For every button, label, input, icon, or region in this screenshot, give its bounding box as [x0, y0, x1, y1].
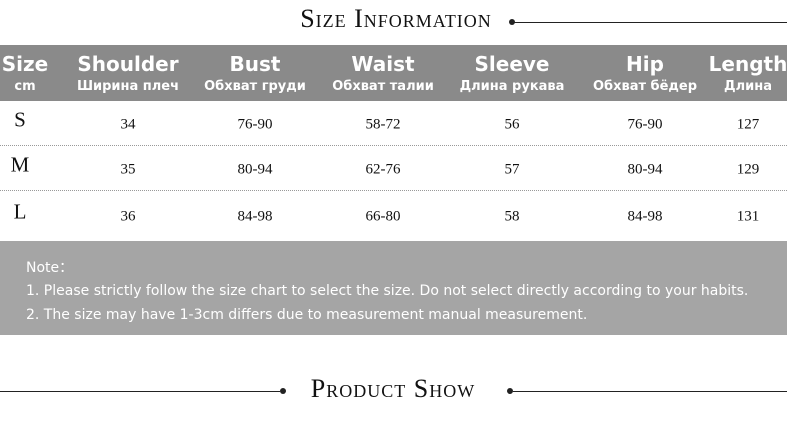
divider-dot	[280, 388, 286, 394]
size-cell: L	[13, 199, 27, 224]
table-cell: 62-76	[365, 161, 401, 178]
table-cell: 84-98	[237, 208, 273, 225]
divider-dot	[507, 388, 513, 394]
table-cell: 58-72	[365, 116, 401, 133]
column-header: Shoulder	[77, 52, 179, 76]
section-title: Size Information	[300, 4, 492, 33]
table-cell: 36	[120, 208, 136, 225]
note-item: 2. The size may have 1-3cm differs due t…	[26, 307, 588, 323]
table-cell: 56	[504, 116, 520, 133]
table-cell: 76-90	[627, 116, 663, 133]
table-cell: 76-90	[237, 116, 273, 133]
column-header: Sleeve	[474, 52, 550, 76]
size-cell: M	[10, 152, 30, 177]
note-label: Note：	[26, 260, 74, 276]
header-band	[0, 45, 787, 101]
notes-box	[0, 241, 787, 335]
column-subheader: Ширина плеч	[76, 79, 180, 94]
column-subheader: Длина рукава	[459, 79, 565, 94]
divider-line	[0, 391, 280, 392]
column-header: Hip	[626, 52, 664, 76]
table-cell: 129	[736, 161, 760, 178]
table-cell: 80-94	[627, 161, 663, 178]
table-cell: 57	[504, 161, 520, 178]
row-separator	[0, 190, 787, 191]
column-header: Length	[708, 52, 787, 76]
note-item: 1. Please strictly follow the size chart…	[26, 283, 749, 299]
column-header: Size	[1, 52, 49, 76]
row-separator	[0, 145, 787, 146]
divider-line	[512, 22, 787, 23]
table-cell: 35	[120, 161, 136, 178]
table-cell: 66-80	[365, 208, 401, 225]
table-cell: 80-94	[237, 161, 273, 178]
column-subheader: Обхват груди	[204, 79, 306, 94]
column-subheader: Обхват бёдер	[592, 79, 698, 94]
table-cell: 34	[120, 116, 136, 133]
divider-line	[513, 391, 787, 392]
table-cell: 84-98	[627, 208, 663, 225]
table-cell: 127	[736, 116, 760, 133]
column-subheader: Длина	[724, 79, 772, 94]
column-subheader: cm	[14, 79, 36, 94]
section-title: Product Show	[310, 374, 476, 403]
table-cell: 58	[504, 208, 520, 225]
column-header: Waist	[351, 52, 415, 76]
table-cell: 131	[736, 208, 760, 225]
size-cell: S	[14, 107, 26, 132]
column-subheader: Обхват талии	[332, 79, 434, 94]
column-header: Bust	[229, 52, 281, 76]
